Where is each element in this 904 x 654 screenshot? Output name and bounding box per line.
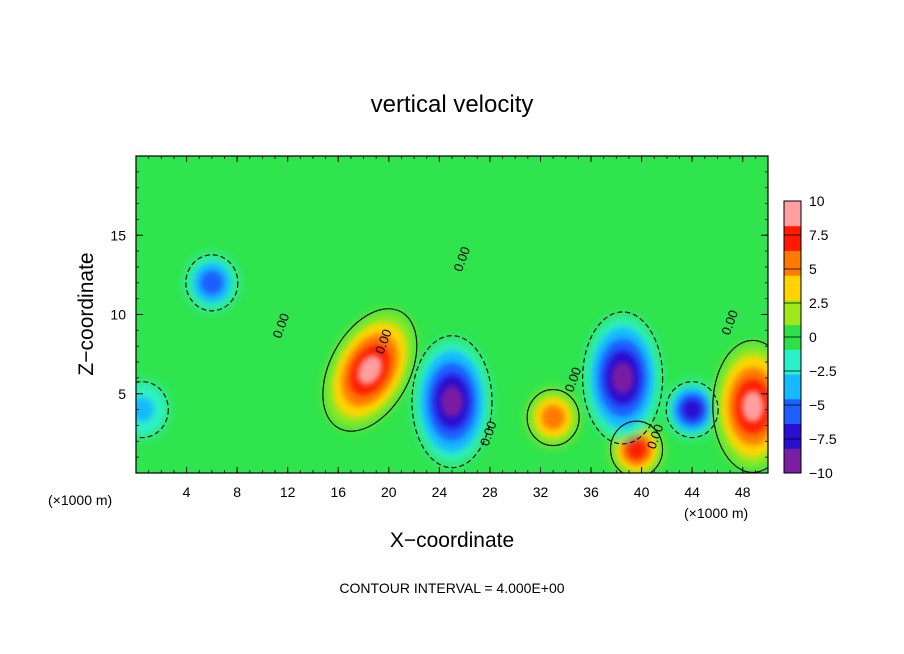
colorbar: 10 7.5 5 2.5 0 −2.5 −5 −7.5 −10 <box>783 193 837 481</box>
x-tick-label: 8 <box>233 484 241 500</box>
x-axis-ticks: 4 8 12 16 20 24 28 32 36 40 44 48 <box>148 156 756 500</box>
field-level <box>441 386 463 418</box>
field-level <box>136 397 154 422</box>
field-level <box>627 439 647 460</box>
x-tick-label: 24 <box>432 484 448 500</box>
field-level <box>742 390 764 423</box>
colorbar-segment <box>784 423 801 449</box>
field-feature-4 <box>527 389 580 446</box>
contour-line-0 <box>322 308 418 432</box>
x-unit-left: (×1000 m) <box>48 492 112 508</box>
field-level <box>200 270 224 295</box>
field-level <box>611 362 634 394</box>
contour-line-4 <box>526 388 580 447</box>
contour-line-2 <box>136 381 169 439</box>
x-tick-label: 44 <box>684 484 700 500</box>
colorbar-segment <box>784 398 801 425</box>
velocity-field <box>136 254 768 473</box>
plot-area: 0.000.000.000.000.000.000.00 4 8 12 16 20 24 2… <box>110 155 769 500</box>
x-unit-right: (×1000 m) <box>684 505 748 521</box>
colorbar-tick-label: −5 <box>809 397 825 413</box>
field-feature-1 <box>185 254 238 311</box>
field-level <box>682 399 702 420</box>
field-feature-3 <box>414 339 490 464</box>
x-tick-label: 20 <box>381 484 397 500</box>
x-tick-label: 28 <box>482 484 498 500</box>
x-tick-label: 12 <box>280 484 296 500</box>
colorbar-segment <box>784 299 801 326</box>
contour-line-5 <box>610 420 664 473</box>
colorbar-segment <box>784 448 801 474</box>
x-tick-label: 16 <box>330 484 346 500</box>
colorbar-tick-label: 5 <box>809 261 817 277</box>
colorbar-tick-label: −2.5 <box>809 363 837 379</box>
y-axis-ticks: 5 10 15 <box>110 171 768 458</box>
contour-line-3 <box>411 335 493 469</box>
colorbar-tick-label: 10 <box>809 193 825 209</box>
colorbar-segment <box>784 349 801 375</box>
x-tick-label: 32 <box>533 484 549 500</box>
chart-title: vertical velocity <box>371 91 534 118</box>
contour-line-1 <box>185 254 239 312</box>
colorbar-segment <box>784 275 801 301</box>
x-axis-label: X−coordinate <box>390 529 514 552</box>
colorbar-tick-label: 2.5 <box>809 295 829 311</box>
field-feature-7 <box>666 381 719 438</box>
field-feature-8 <box>714 344 768 469</box>
field-level <box>541 405 565 430</box>
colorbar-segment <box>784 225 801 251</box>
colorbar-ticks: 10 7.5 5 2.5 0 −2.5 −5 −7.5 −10 <box>784 193 837 481</box>
field-feature-2 <box>136 381 169 438</box>
field-feature-0 <box>325 312 415 428</box>
contour-interval-note: CONTOUR INTERVAL = 4.000E+00 <box>339 580 564 596</box>
colorbar-segment <box>784 374 801 400</box>
colorbar-segment <box>784 250 801 276</box>
colorbar-segment <box>784 201 801 227</box>
colorbar-tick-label: −7.5 <box>809 431 837 447</box>
y-tick-label: 10 <box>110 307 126 323</box>
y-tick-label: 5 <box>118 386 126 402</box>
x-tick-label: 40 <box>634 484 650 500</box>
x-tick-label: 4 <box>183 484 191 500</box>
colorbar-tick-label: 7.5 <box>809 227 829 243</box>
y-tick-label: 15 <box>110 227 126 243</box>
colorbar-tick-label: 0 <box>809 329 817 345</box>
colorbar-tick-label: −10 <box>809 465 833 481</box>
x-tick-label: 36 <box>583 484 599 500</box>
field-level <box>357 355 382 385</box>
y-axis-label: Z−coordinate <box>75 252 98 375</box>
contour-line-6 <box>582 311 664 445</box>
x-tick-label: 48 <box>735 484 751 500</box>
contour-line-7 <box>665 381 719 439</box>
field-feature-6 <box>584 315 661 440</box>
